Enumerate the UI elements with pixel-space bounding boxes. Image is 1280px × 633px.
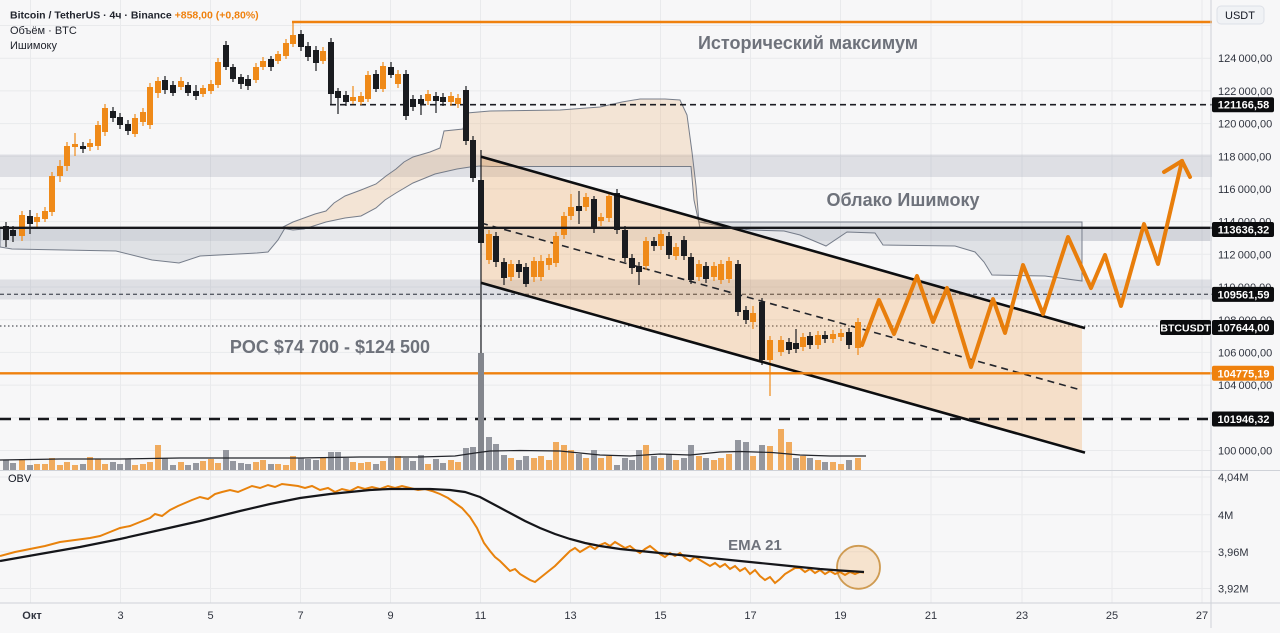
svg-text:POC $74 700 - $124 500: POC $74 700 - $124 500 (230, 337, 430, 357)
svg-text:21: 21 (925, 610, 937, 622)
svg-text:4,04M: 4,04M (1218, 472, 1249, 484)
svg-text:Окт: Окт (22, 610, 42, 622)
svg-text:13: 13 (564, 610, 576, 622)
svg-text:17: 17 (744, 610, 756, 622)
svg-text:23: 23 (1016, 610, 1028, 622)
svg-text:100 000,00: 100 000,00 (1218, 446, 1272, 458)
svg-text:Bitcoin / TetherUS · 4ч · Bina: Bitcoin / TetherUS · 4ч · Binance +858,0… (10, 10, 259, 22)
svg-text:USDT: USDT (1225, 10, 1255, 22)
svg-text:Исторический максимум: Исторический максимум (698, 33, 918, 53)
svg-text:104 000,00: 104 000,00 (1218, 380, 1272, 392)
svg-text:3,92M: 3,92M (1218, 584, 1249, 596)
svg-text:107644,00: 107644,00 (1218, 323, 1270, 335)
svg-text:OBV: OBV (8, 473, 32, 485)
svg-text:122 000,00: 122 000,00 (1218, 86, 1272, 98)
svg-text:121166,58: 121166,58 (1218, 100, 1269, 112)
svg-text:25: 25 (1106, 610, 1118, 622)
svg-text:Объём · BTC: Объём · BTC (10, 25, 77, 37)
svg-text:3: 3 (117, 610, 123, 622)
svg-text:7: 7 (297, 610, 303, 622)
svg-text:Ишимоку: Ишимоку (10, 40, 57, 52)
svg-text:116 000,00: 116 000,00 (1218, 184, 1271, 196)
svg-text:27: 27 (1196, 610, 1208, 622)
svg-text:9: 9 (387, 610, 393, 622)
svg-text:11: 11 (475, 610, 486, 622)
svg-text:EMA 21: EMA 21 (728, 537, 782, 554)
svg-text:4M: 4M (1218, 510, 1233, 522)
svg-text:101946,32: 101946,32 (1218, 414, 1270, 426)
svg-text:120 000,00: 120 000,00 (1218, 119, 1272, 131)
svg-text:15: 15 (654, 610, 666, 622)
svg-text:109561,59: 109561,59 (1218, 289, 1270, 301)
svg-text:118 000,00: 118 000,00 (1218, 151, 1271, 163)
svg-text:124 000,00: 124 000,00 (1218, 53, 1272, 65)
svg-text:113636,32: 113636,32 (1218, 225, 1269, 237)
svg-text:5: 5 (207, 610, 213, 622)
svg-text:112 000,00: 112 000,00 (1218, 249, 1271, 261)
svg-text:106 000,00: 106 000,00 (1218, 347, 1272, 359)
svg-text:Облако Ишимоку: Облако Ишимоку (827, 190, 980, 210)
svg-text:19: 19 (834, 610, 846, 622)
svg-text:104775,19: 104775,19 (1218, 368, 1270, 380)
svg-text:3,96M: 3,96M (1218, 547, 1249, 559)
svg-text:BTCUSDT: BTCUSDT (1160, 323, 1211, 335)
